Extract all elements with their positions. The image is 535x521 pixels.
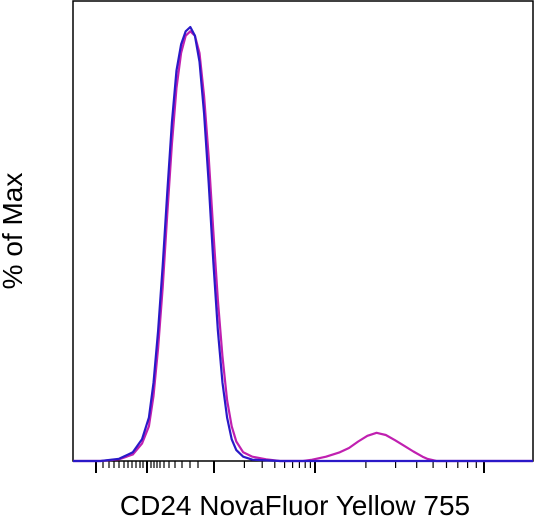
series-layer bbox=[73, 25, 533, 463]
plot-frame bbox=[72, 0, 534, 462]
series-line-1 bbox=[73, 25, 533, 463]
y-axis-label: % of Max bbox=[0, 173, 28, 290]
x-axis-label: CD24 NovaFluor Yellow 755 bbox=[120, 490, 470, 521]
series-line-2 bbox=[73, 30, 533, 463]
x-axis-ticks bbox=[95, 461, 485, 473]
